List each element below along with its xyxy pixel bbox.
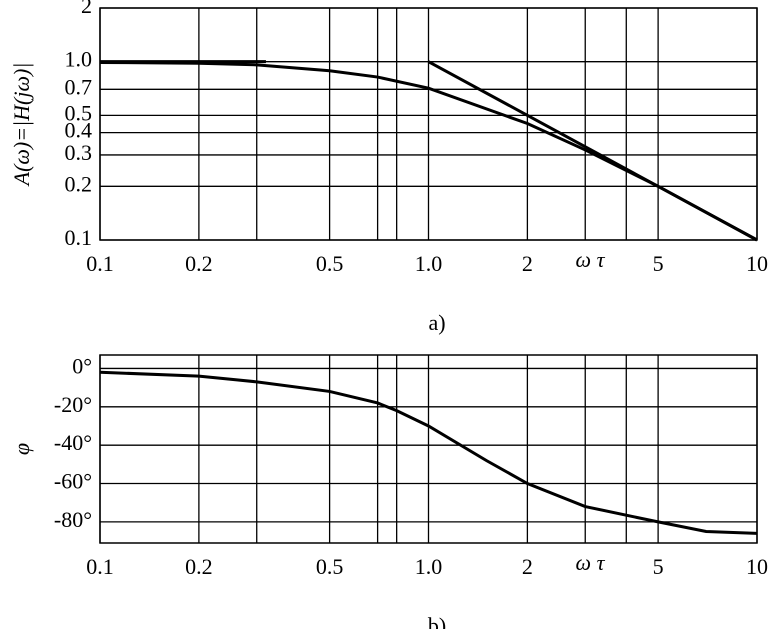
plot-frame [99, 7, 758, 241]
y-tick-label: -80° [54, 507, 92, 532]
y-tick-label: 1.0 [65, 47, 93, 72]
x-axis-label: ω τ [576, 550, 606, 575]
y-tick-label: 0.2 [65, 171, 93, 196]
y-tick-label: 0° [72, 353, 92, 378]
y-tick-label: -60° [54, 469, 92, 494]
y-tick-label: -40° [54, 430, 92, 455]
x-tick-label: 0.5 [316, 251, 344, 276]
y-tick-label: 0.1 [65, 225, 93, 250]
plot-frame [99, 354, 758, 544]
x-tick-label: 10 [746, 554, 768, 579]
x-tick-label: 1.0 [415, 554, 443, 579]
x-tick-label: 0.5 [316, 554, 344, 579]
y-tick-label: 0.7 [65, 74, 93, 99]
y-axis-label: A(ω)=|H(jω)| [9, 63, 34, 188]
data-line [100, 60, 758, 242]
y-tick-label: 0.5 [65, 100, 93, 125]
y-tick-label: 2 [81, 0, 92, 18]
x-tick-label: 0.2 [185, 554, 213, 579]
x-axis-label: ω τ [576, 247, 606, 272]
x-tick-label: 0.1 [86, 554, 114, 579]
x-tick-label: 0.2 [185, 251, 213, 276]
y-tick-label: 0.3 [65, 140, 93, 165]
x-tick-label: 5 [653, 554, 664, 579]
x-tick-label: 1.0 [415, 251, 443, 276]
x-tick-label: 2 [522, 554, 533, 579]
x-tick-label: 2 [522, 251, 533, 276]
data-line [99, 370, 758, 535]
x-tick-label: 5 [653, 251, 664, 276]
x-tick-label: 10 [746, 251, 768, 276]
y-tick-label: 0.4 [65, 118, 93, 143]
caption: a) [428, 310, 445, 335]
x-tick-label: 0.1 [86, 251, 114, 276]
caption: b) [428, 613, 446, 629]
y-tick-label: -20° [54, 392, 92, 417]
y-axis-label: φ [9, 443, 34, 455]
